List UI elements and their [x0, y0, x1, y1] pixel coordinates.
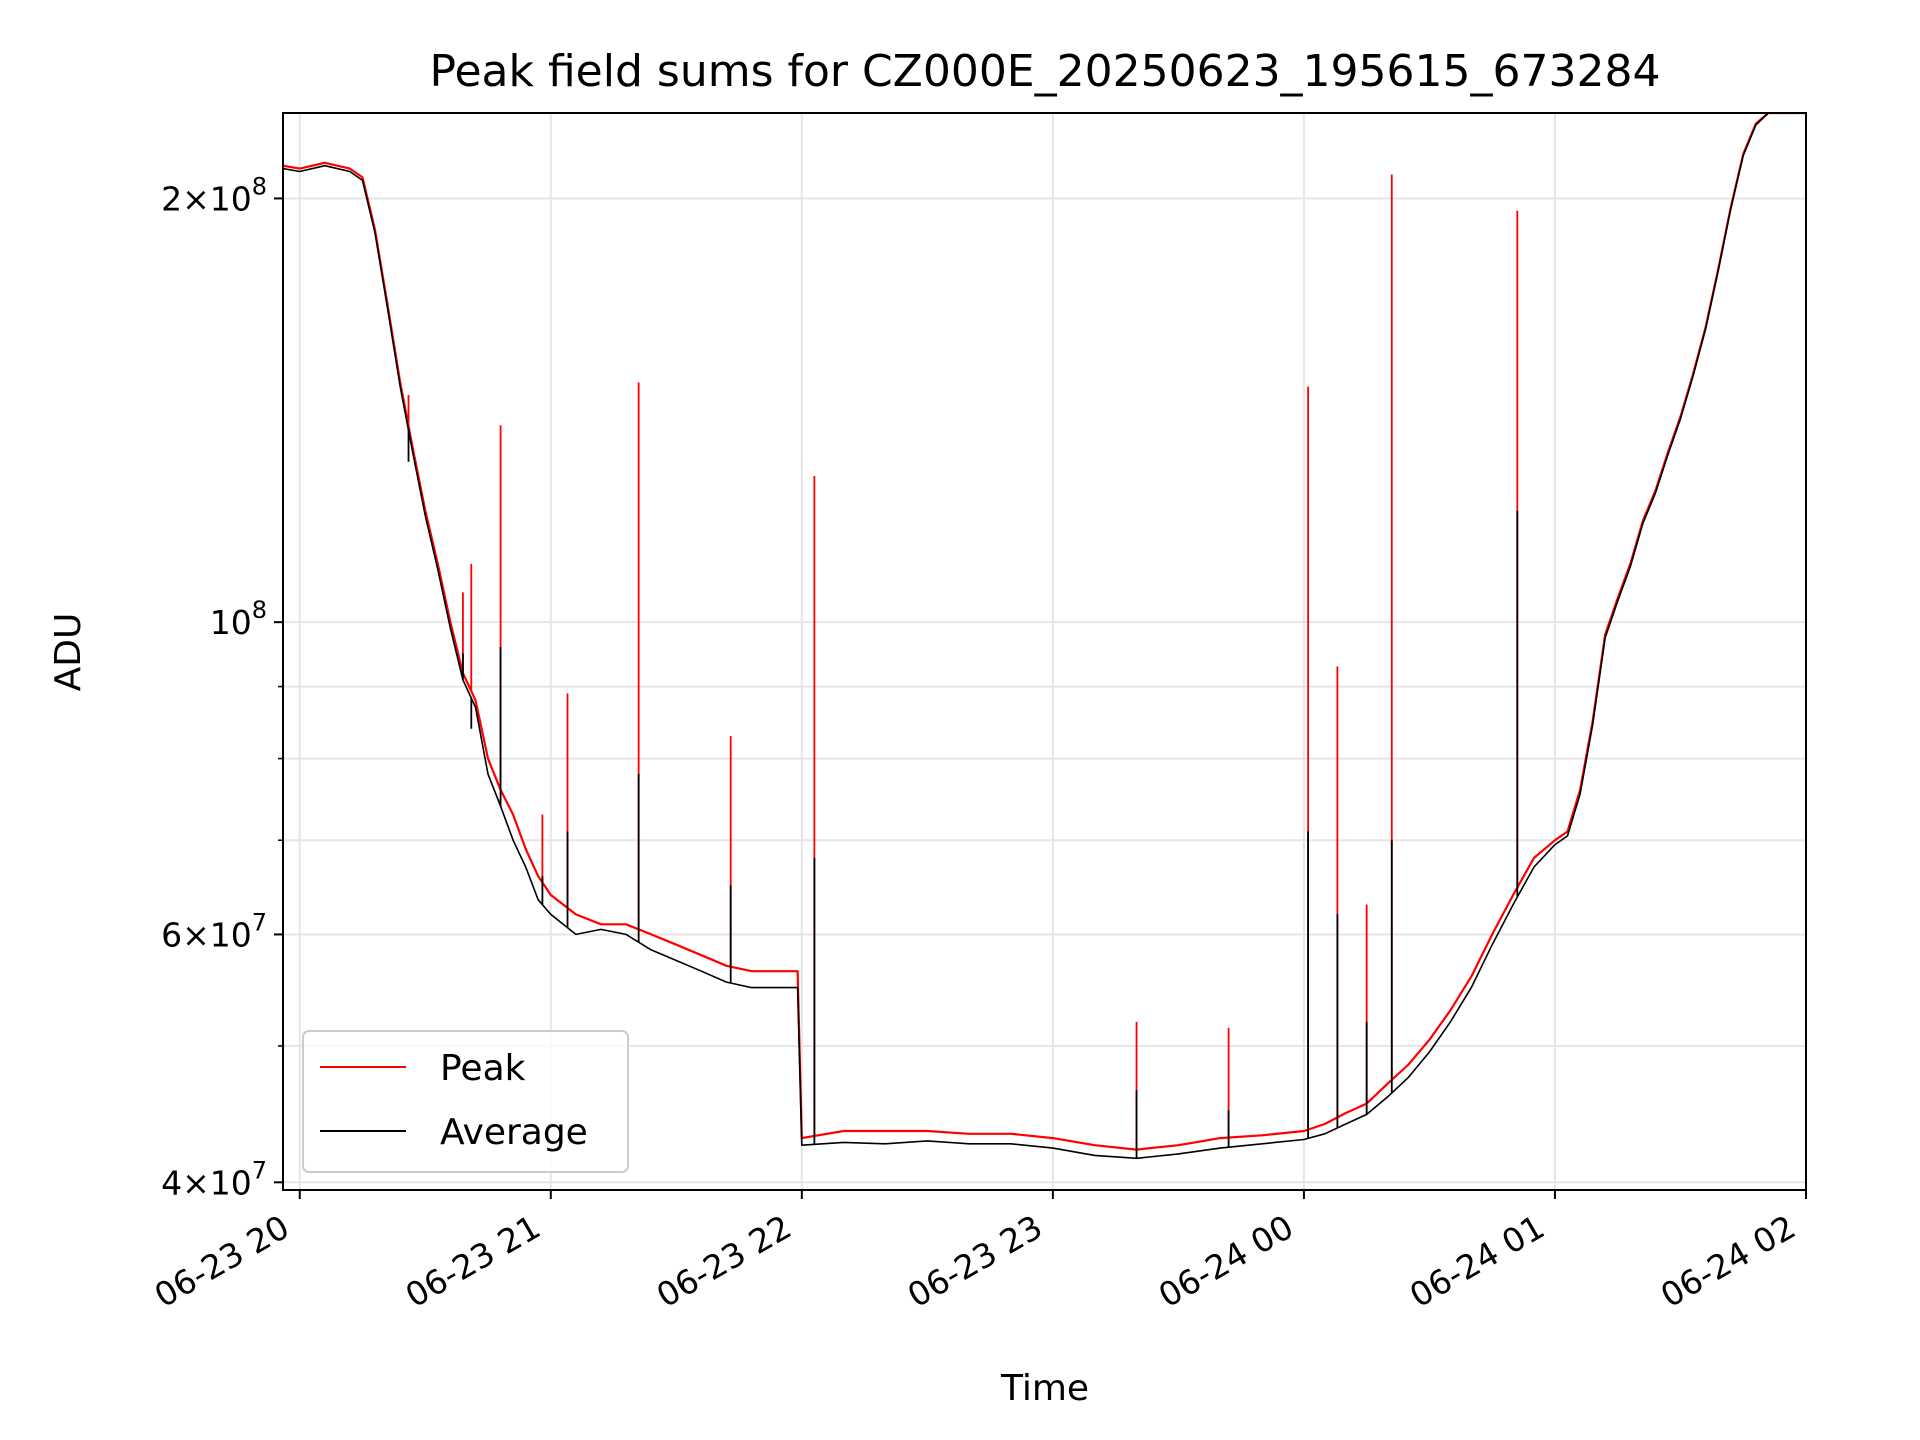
chart-title: Peak field sums for CZ000E_20250623_1956…: [430, 46, 1661, 97]
legend: Peak Average: [302, 1030, 629, 1173]
x-axis-label: Time: [1000, 1368, 1089, 1409]
legend-label-average: Average: [440, 1112, 588, 1153]
y-tick-label: 4×107: [161, 1156, 267, 1202]
y-tick-label: 108: [210, 596, 267, 642]
y-axis: 4×107 6×107 108 2×108: [161, 172, 283, 1202]
legend-label-peak: Peak: [440, 1048, 526, 1089]
grid: [283, 113, 1807, 1190]
series-layer: [283, 113, 1806, 1160]
series-average: [283, 113, 1806, 1160]
plot-frame: [282, 112, 1807, 1191]
y-tick-label: 2×108: [161, 172, 267, 218]
y-axis-label: ADU: [48, 613, 89, 692]
y-tick-label: 6×107: [161, 908, 267, 954]
